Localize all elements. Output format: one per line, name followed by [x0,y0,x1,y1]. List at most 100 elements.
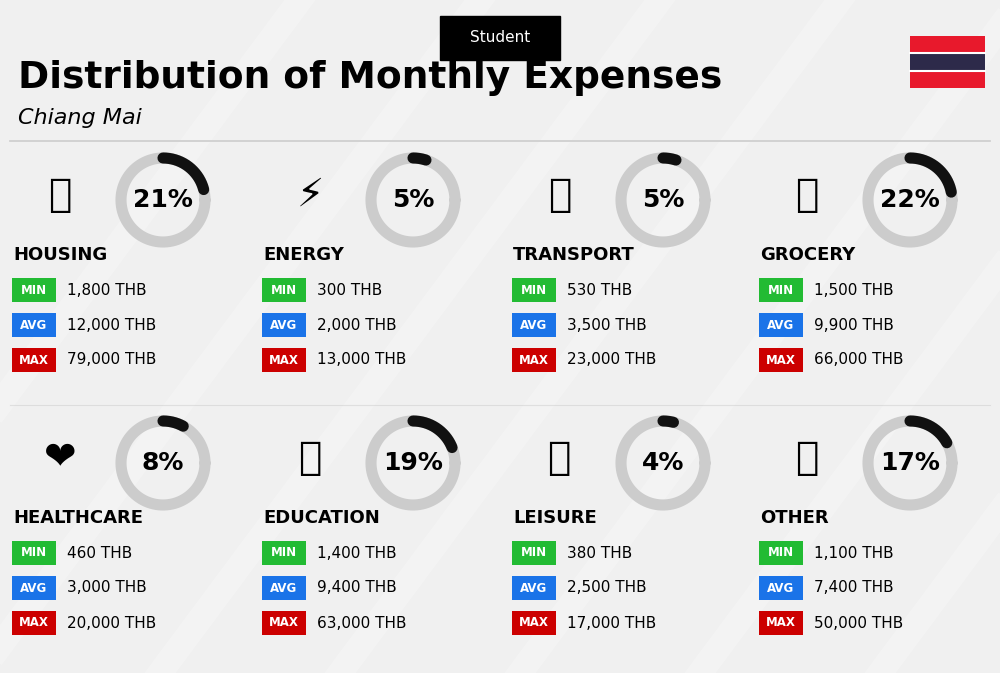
Text: 79,000 THB: 79,000 THB [67,353,156,367]
FancyBboxPatch shape [12,611,56,635]
Text: MAX: MAX [519,616,549,629]
FancyBboxPatch shape [759,611,803,635]
Text: MIN: MIN [521,283,547,297]
Text: HOUSING: HOUSING [13,246,107,264]
Text: ❤️: ❤️ [44,439,76,477]
Text: 17%: 17% [880,451,940,475]
FancyBboxPatch shape [512,576,556,600]
Text: 300 THB: 300 THB [317,283,382,297]
FancyBboxPatch shape [12,576,56,600]
Text: 🎓: 🎓 [298,439,322,477]
FancyBboxPatch shape [262,313,306,337]
FancyBboxPatch shape [262,348,306,372]
Text: 63,000 THB: 63,000 THB [317,616,406,631]
Text: MIN: MIN [271,546,297,559]
Text: ENERGY: ENERGY [263,246,344,264]
Text: 💰: 💰 [795,439,819,477]
Text: 21%: 21% [133,188,193,212]
Text: 1,500 THB: 1,500 THB [814,283,894,297]
Text: MIN: MIN [271,283,297,297]
FancyBboxPatch shape [12,278,56,302]
Bar [910,71,985,88]
Text: 5%: 5% [642,188,684,212]
Text: 22%: 22% [880,188,940,212]
Text: GROCERY: GROCERY [760,246,855,264]
Text: Chiang Mai: Chiang Mai [18,108,142,128]
Text: AVG: AVG [270,581,298,594]
Text: 4%: 4% [642,451,684,475]
FancyBboxPatch shape [512,313,556,337]
FancyBboxPatch shape [262,576,306,600]
FancyBboxPatch shape [12,348,56,372]
Text: 7,400 THB: 7,400 THB [814,581,894,596]
Text: 🚌: 🚌 [548,176,572,214]
Text: EDUCATION: EDUCATION [263,509,380,527]
Text: 66,000 THB: 66,000 THB [814,353,903,367]
Bar [910,36,985,53]
Text: 17,000 THB: 17,000 THB [567,616,656,631]
Text: LEISURE: LEISURE [513,509,597,527]
Text: AVG: AVG [767,581,795,594]
Text: TRANSPORT: TRANSPORT [513,246,635,264]
Text: 2,500 THB: 2,500 THB [567,581,647,596]
Text: MAX: MAX [766,353,796,367]
FancyBboxPatch shape [512,348,556,372]
Text: 13,000 THB: 13,000 THB [317,353,406,367]
Text: AVG: AVG [20,318,48,332]
Text: 5%: 5% [392,188,434,212]
Text: MIN: MIN [21,283,47,297]
Text: 9,900 THB: 9,900 THB [814,318,894,332]
Text: AVG: AVG [520,581,548,594]
Text: 8%: 8% [142,451,184,475]
FancyBboxPatch shape [12,313,56,337]
Text: MAX: MAX [519,353,549,367]
Text: AVG: AVG [520,318,548,332]
FancyBboxPatch shape [262,611,306,635]
FancyBboxPatch shape [759,348,803,372]
Text: 3,000 THB: 3,000 THB [67,581,147,596]
Text: AVG: AVG [767,318,795,332]
Text: 2,000 THB: 2,000 THB [317,318,397,332]
FancyBboxPatch shape [440,16,560,60]
Text: 50,000 THB: 50,000 THB [814,616,903,631]
Bar [910,53,985,71]
Text: 19%: 19% [383,451,443,475]
Text: MAX: MAX [19,353,49,367]
FancyBboxPatch shape [759,576,803,600]
FancyBboxPatch shape [512,278,556,302]
FancyBboxPatch shape [262,541,306,565]
FancyBboxPatch shape [759,278,803,302]
Text: 1,800 THB: 1,800 THB [67,283,147,297]
Text: MAX: MAX [269,616,299,629]
Text: 23,000 THB: 23,000 THB [567,353,656,367]
FancyBboxPatch shape [512,541,556,565]
Text: 9,400 THB: 9,400 THB [317,581,397,596]
Text: Distribution of Monthly Expenses: Distribution of Monthly Expenses [18,60,722,96]
Text: AVG: AVG [270,318,298,332]
Text: MAX: MAX [269,353,299,367]
Text: MIN: MIN [521,546,547,559]
Text: 20,000 THB: 20,000 THB [67,616,156,631]
Text: 🛒: 🛒 [795,176,819,214]
Text: ⚡: ⚡ [296,176,324,214]
Text: 1,400 THB: 1,400 THB [317,546,397,561]
Text: MIN: MIN [21,546,47,559]
FancyBboxPatch shape [759,313,803,337]
Text: 3,500 THB: 3,500 THB [567,318,647,332]
Text: 1,100 THB: 1,100 THB [814,546,894,561]
Text: AVG: AVG [20,581,48,594]
Text: 🛍️: 🛍️ [548,439,572,477]
FancyBboxPatch shape [262,278,306,302]
Text: Student: Student [470,30,530,46]
Text: 380 THB: 380 THB [567,546,632,561]
Text: MIN: MIN [768,546,794,559]
Text: HEALTHCARE: HEALTHCARE [13,509,143,527]
Text: 530 THB: 530 THB [567,283,632,297]
Text: 12,000 THB: 12,000 THB [67,318,156,332]
Text: OTHER: OTHER [760,509,829,527]
Text: 🏫: 🏫 [48,176,72,214]
Text: MAX: MAX [19,616,49,629]
Text: MAX: MAX [766,616,796,629]
Text: 460 THB: 460 THB [67,546,132,561]
FancyBboxPatch shape [759,541,803,565]
